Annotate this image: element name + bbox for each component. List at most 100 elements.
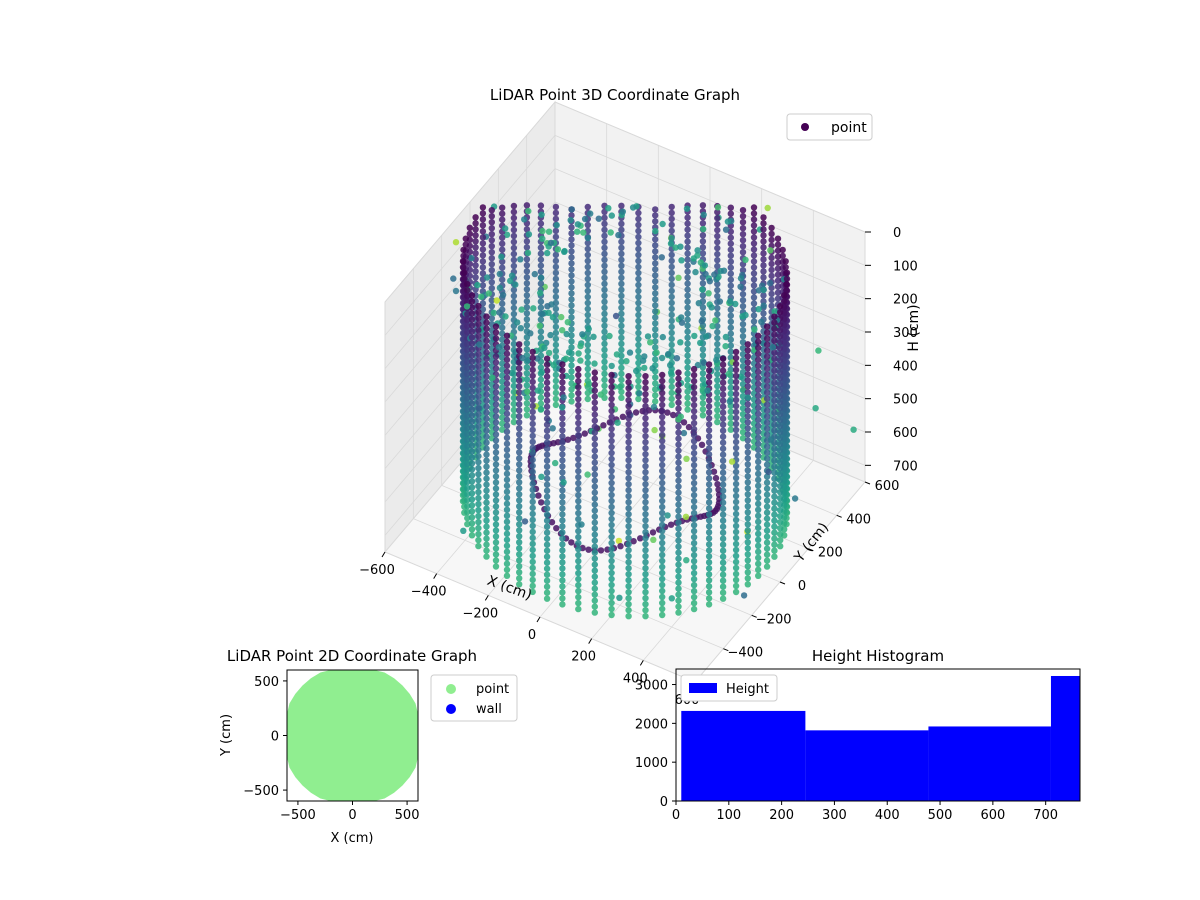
scatter-point-3d <box>755 392 762 399</box>
scatter-point-3d <box>714 238 721 246</box>
scatter-point-3d <box>575 503 582 511</box>
scatter-point-3d <box>659 533 666 541</box>
scatter-point-3d <box>675 447 682 454</box>
scatter-point-3d <box>516 371 523 378</box>
scatter-point-3d <box>635 311 642 319</box>
scatter-point-3d <box>476 341 483 348</box>
scatter-point-3d <box>464 412 471 420</box>
scatter-point-3d <box>719 385 727 392</box>
scatter-point-3d <box>591 549 598 556</box>
scatter-point-3d <box>625 409 632 416</box>
scatter-point-3d <box>755 554 762 561</box>
scatter-point-3d <box>475 458 482 466</box>
scatter-point-3d <box>618 334 625 341</box>
scatter-point-3d <box>568 374 575 381</box>
scatter-point-3d <box>774 295 782 302</box>
scatter-point-3d <box>777 357 784 364</box>
scatter-point-3d <box>475 374 482 382</box>
y-tick-label-3d: 600 <box>875 479 900 494</box>
scatter-point-3d <box>591 447 598 454</box>
scatter-point-3d <box>690 395 698 403</box>
scatter-point-3d <box>635 275 642 283</box>
scatter-point-3d <box>690 581 698 589</box>
scatter-point-3d <box>705 421 713 428</box>
scatter-point-3d <box>559 571 566 578</box>
scatter-point-3d <box>475 326 482 334</box>
scatter-point-3d <box>675 519 682 526</box>
scatter-point-3d <box>755 398 762 405</box>
scatter-point-3d <box>727 258 734 265</box>
scatter-point-3d <box>472 244 479 251</box>
scatter-point-3d <box>464 394 471 402</box>
legend-3d-marker <box>801 123 809 131</box>
scatter-point-3d <box>652 386 659 393</box>
scatter-point-3d <box>492 425 500 432</box>
y-tick-label-histogram: 1000 <box>635 756 668 771</box>
scatter-point-3d <box>559 361 566 368</box>
scatter-point-3d <box>642 565 649 572</box>
scatter-point-3d <box>771 475 778 482</box>
scatter-point-3d <box>714 214 721 222</box>
scatter-point-3d <box>777 351 784 358</box>
scatter-point-3d <box>618 226 625 233</box>
scatter-point-3d <box>739 363 747 370</box>
scatter-point-3d <box>499 300 506 307</box>
scatter-point-3d <box>516 389 523 396</box>
scatter-point-3d <box>709 322 716 330</box>
scatter-point-3d <box>499 216 506 223</box>
scatter-point-3d <box>659 479 666 487</box>
scatter-point-3d <box>698 441 706 448</box>
scatter-point-3d <box>705 517 713 524</box>
scatter-point-3d <box>719 523 727 530</box>
scatter-point-3d <box>483 553 490 560</box>
scatter-point-3d <box>732 570 740 578</box>
scatter-point-3d <box>472 274 479 281</box>
scatter-point-3d <box>719 463 727 470</box>
scatter-point-3d <box>575 557 582 565</box>
scatter-point-3d <box>543 481 551 488</box>
y-tick-label-3d: −400 <box>727 646 763 661</box>
scatter-point-3d <box>777 381 784 388</box>
scatter-point-3d <box>483 274 491 281</box>
scatter-point-3d <box>668 341 675 349</box>
scatter-point-3d <box>483 469 490 476</box>
scatter-point-3d <box>625 565 632 572</box>
scatter-point-3d <box>777 339 784 346</box>
scatter-point-3d <box>625 445 632 452</box>
scatter-point-3d <box>575 509 582 517</box>
scatter-point-3d <box>468 346 476 353</box>
scatter-point-3d <box>777 531 784 538</box>
scatter-point-3d <box>618 394 625 401</box>
scatter-point-3d <box>699 202 707 209</box>
scatter-point-3d <box>668 383 675 391</box>
scatter-point-3d <box>499 390 506 397</box>
scatter-point-3d <box>510 292 518 300</box>
scatter-point-3d <box>625 535 632 542</box>
scatter-point-3d <box>705 475 713 482</box>
scatter-point-3d <box>668 221 675 229</box>
scatter-point-3d <box>523 280 531 287</box>
scatter-point-3d <box>568 290 575 297</box>
scatter-point-3d <box>777 369 784 376</box>
scatter-point-3d <box>488 315 495 322</box>
scatter-point-3d <box>543 565 551 572</box>
scatter-point-3d <box>714 382 721 390</box>
scatter-point-3d <box>591 489 598 496</box>
scatter-point-3d <box>684 220 691 227</box>
scatter-point-3d <box>503 566 511 573</box>
scatter-point-3d <box>510 340 518 348</box>
scatter-point-3d <box>668 281 675 289</box>
scatter-point-3d <box>744 539 751 546</box>
scatter-point-3d <box>597 391 604 398</box>
scatter-point-3d <box>650 536 657 543</box>
scatter-point-3d <box>760 250 767 257</box>
scatter-point-3d <box>739 249 747 256</box>
scatter-point-3d <box>727 298 734 305</box>
scatter-point-3d <box>516 575 523 582</box>
scatter-point-3d <box>510 250 518 258</box>
scatter-point-3d <box>690 443 698 451</box>
scatter-point-3d <box>584 257 591 265</box>
scatter-point-3d <box>763 371 771 378</box>
scatter-point-3d <box>755 374 762 381</box>
